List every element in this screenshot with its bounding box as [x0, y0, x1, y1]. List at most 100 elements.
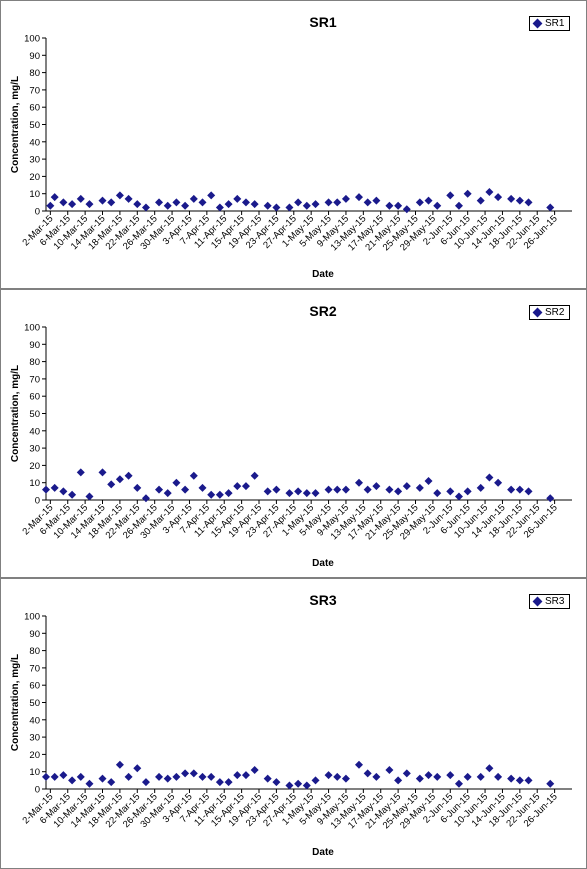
chart-panel-sr2: SR2 Concentration, mg/L Date 0 10 20 30 40 50 60 7…	[0, 289, 587, 578]
legend-marker-icon	[532, 18, 543, 29]
data-point	[385, 485, 394, 494]
y-tick-label: 80	[29, 357, 40, 368]
legend: SR1	[529, 16, 571, 31]
y-tick-label: 100	[24, 34, 40, 45]
y-tick-label: 50	[29, 409, 40, 420]
y-tick-label: 10	[29, 189, 40, 200]
data-point	[385, 201, 394, 210]
data-point	[263, 487, 272, 496]
data-point	[294, 198, 303, 207]
data-point	[189, 194, 198, 203]
data-point	[302, 781, 311, 790]
data-point	[250, 471, 259, 480]
chart-panel-sr3: SR3 Concentration, mg/L Date 0 10 20 30 40 50 60 7…	[0, 578, 587, 869]
data-point	[98, 196, 107, 205]
data-point	[324, 485, 333, 494]
y-tick-label: 70	[29, 663, 40, 674]
data-point	[76, 468, 85, 477]
y-tick-label: 60	[29, 392, 40, 403]
data-point	[485, 764, 494, 773]
data-point	[515, 485, 524, 494]
data-point	[68, 490, 77, 499]
data-point	[76, 772, 85, 781]
data-point	[163, 489, 172, 498]
data-point	[311, 200, 320, 209]
data-point	[207, 772, 216, 781]
data-point	[311, 776, 320, 785]
data-point	[263, 774, 272, 783]
data-point	[415, 774, 424, 783]
data-point	[341, 774, 350, 783]
x-axis-label: Date	[312, 269, 334, 280]
data-point	[107, 198, 116, 207]
y-tick-label: 40	[29, 715, 40, 726]
y-tick-label: 0	[35, 496, 40, 507]
data-point	[133, 764, 142, 773]
data-point	[207, 490, 216, 499]
data-point	[354, 478, 363, 487]
data-point	[189, 471, 198, 480]
data-point	[198, 483, 207, 492]
data-point	[163, 201, 172, 210]
data-point	[250, 765, 259, 774]
y-tick-label: 60	[29, 103, 40, 114]
data-point	[181, 485, 190, 494]
data-point	[172, 772, 181, 781]
data-point	[415, 483, 424, 492]
data-point	[546, 203, 555, 212]
data-point	[394, 201, 403, 210]
chart-title: SR3	[309, 592, 336, 608]
data-point	[263, 201, 272, 210]
data-point	[454, 492, 463, 501]
data-point	[124, 194, 133, 203]
data-point	[341, 485, 350, 494]
data-point	[515, 196, 524, 205]
data-point	[272, 203, 281, 212]
chart-title: SR2	[309, 303, 336, 319]
y-tick-label: 90	[29, 629, 40, 640]
data-point	[394, 776, 403, 785]
y-tick-label: 0	[35, 207, 40, 218]
data-point	[181, 769, 190, 778]
data-point	[42, 485, 50, 494]
data-point	[133, 483, 142, 492]
y-tick-label: 60	[29, 681, 40, 692]
data-point	[446, 487, 455, 496]
data-point	[354, 760, 363, 769]
y-tick-label: 20	[29, 461, 40, 472]
data-point	[215, 778, 224, 787]
data-point	[98, 774, 107, 783]
data-point	[272, 778, 281, 787]
y-axis-label: Concentration, mg/L	[10, 76, 21, 173]
data-point	[141, 203, 150, 212]
y-tick-label: 80	[29, 646, 40, 657]
data-point	[285, 203, 294, 212]
data-point	[224, 778, 233, 787]
data-point	[324, 771, 333, 780]
data-point	[363, 485, 372, 494]
data-point	[446, 191, 455, 200]
data-point	[115, 475, 124, 484]
data-point	[294, 487, 303, 496]
data-point	[302, 489, 311, 498]
data-point	[494, 772, 503, 781]
data-point	[115, 760, 124, 769]
data-point	[155, 485, 164, 494]
chart-svg-sr2: SR2 Concentration, mg/L Date 0 10 20 30 40 50 60 7…	[10, 303, 572, 569]
data-point	[476, 483, 485, 492]
data-point	[454, 201, 463, 210]
data-point	[42, 772, 50, 781]
data-point	[68, 776, 77, 785]
legend-marker-icon	[532, 596, 543, 607]
data-point	[402, 205, 411, 214]
data-point	[363, 198, 372, 207]
data-point	[524, 487, 533, 496]
data-point	[85, 779, 94, 788]
legend-marker-icon	[532, 307, 543, 318]
data-point	[424, 476, 433, 485]
data-point	[172, 478, 181, 487]
data-point	[124, 772, 133, 781]
data-point	[324, 198, 333, 207]
data-point	[50, 483, 59, 492]
data-point	[241, 482, 250, 491]
